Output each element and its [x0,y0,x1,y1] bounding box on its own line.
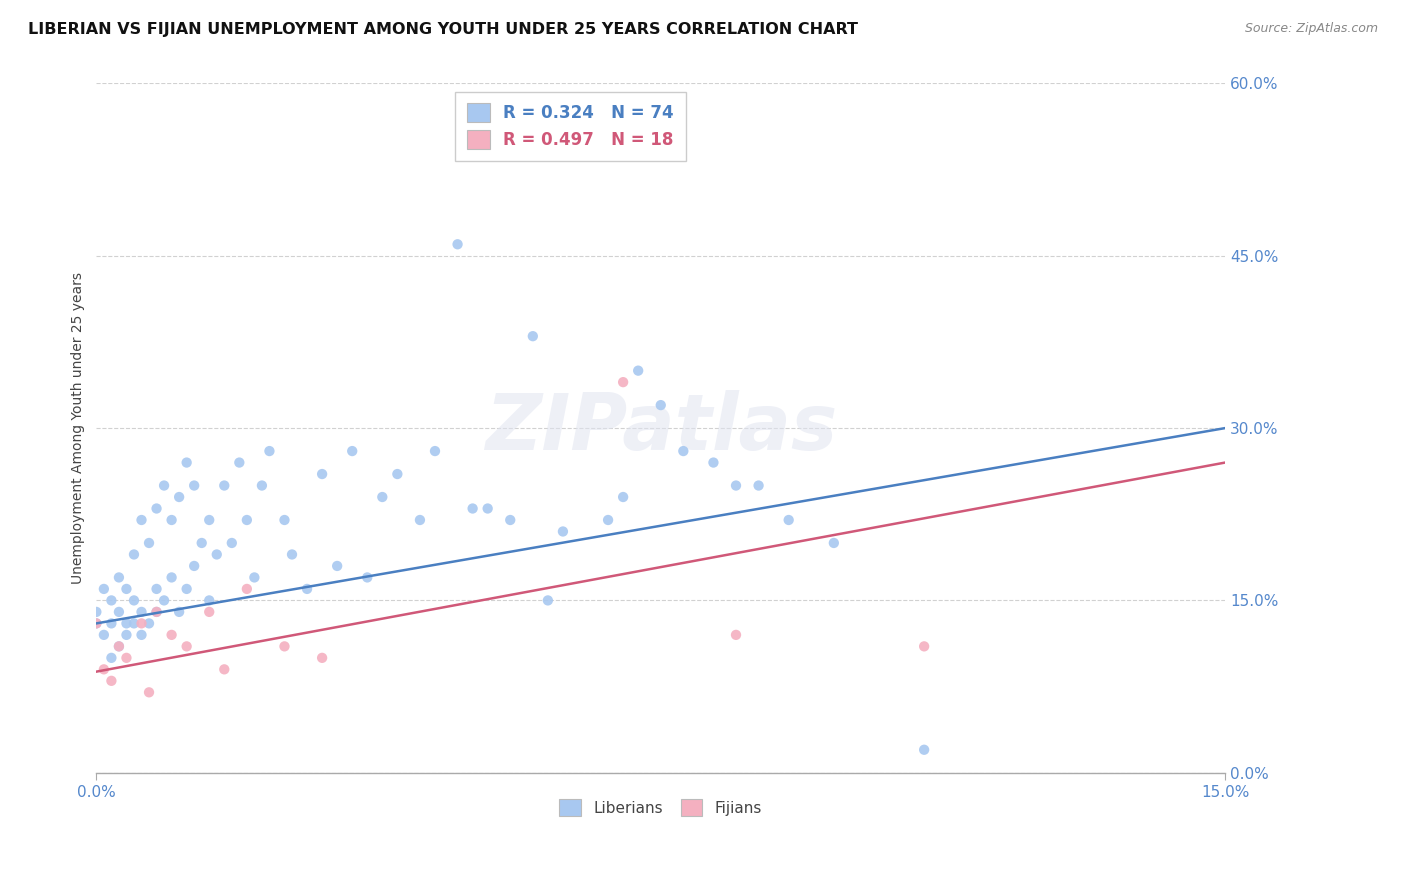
Point [176,582,198,596]
Point [176,456,198,470]
Point [145,501,167,516]
Point [912,640,935,654]
Point [409,513,432,527]
Point [86,616,108,631]
Point [160,570,183,584]
Point [423,444,446,458]
Point [115,582,138,596]
Point [153,593,176,607]
Point [122,616,145,631]
Point [100,616,122,631]
Point [93,628,115,642]
Point [356,570,378,584]
Point [115,616,138,631]
Point [281,548,304,562]
Point [131,616,153,631]
Point [724,478,747,492]
Point [131,605,153,619]
Point [214,478,236,492]
Point [596,513,619,527]
Text: LIBERIAN VS FIJIAN UNEMPLOYMENT AMONG YOUTH UNDER 25 YEARS CORRELATION CHART: LIBERIAN VS FIJIAN UNEMPLOYMENT AMONG YO… [28,22,858,37]
Point [672,444,695,458]
Point [108,640,131,654]
Point [145,605,167,619]
Point [214,662,236,676]
Point [160,513,183,527]
Point [342,444,364,458]
Point [138,616,160,631]
Point [122,593,145,607]
Point [461,501,484,516]
Point [205,548,228,562]
Y-axis label: Unemployment Among Youth under 25 years: Unemployment Among Youth under 25 years [72,272,86,584]
Point [724,628,747,642]
Point [912,743,935,757]
Point [650,398,672,412]
Point [100,651,122,665]
Point [612,375,634,389]
Point [115,628,138,642]
Point [537,593,560,607]
Point [93,582,115,596]
Point [190,536,212,550]
Point [86,605,108,619]
Point [138,536,160,550]
Point [228,456,250,470]
Point [145,605,167,619]
Point [823,536,845,550]
Point [236,513,259,527]
Point [477,501,499,516]
Point [198,605,221,619]
Point [702,456,724,470]
Point [100,673,122,688]
Point [176,640,198,654]
Point [160,628,183,642]
Point [122,548,145,562]
Point [145,582,167,596]
Point [326,558,349,573]
Text: ZIPatlas: ZIPatlas [485,390,837,467]
Point [311,651,333,665]
Point [259,444,281,458]
Point [86,616,108,631]
Point [221,536,243,550]
Text: Source: ZipAtlas.com: Source: ZipAtlas.com [1244,22,1378,36]
Legend: Liberians, Fijians: Liberians, Fijians [551,792,769,823]
Point [167,605,190,619]
Point [108,640,131,654]
Point [295,582,318,596]
Point [138,685,160,699]
Point [311,467,333,481]
Point [446,237,468,252]
Point [183,478,205,492]
Point [108,605,131,619]
Point [499,513,522,527]
Point [627,364,650,378]
Point [273,513,295,527]
Point [153,478,176,492]
Point [100,593,122,607]
Point [131,628,153,642]
Point [93,662,115,676]
Point [250,478,273,492]
Point [612,490,634,504]
Point [198,593,221,607]
Point [243,570,266,584]
Point [115,651,138,665]
Point [748,478,770,492]
Point [551,524,574,539]
Point [167,490,190,504]
Point [778,513,800,527]
Point [183,558,205,573]
Point [273,640,295,654]
Point [108,570,131,584]
Point [236,582,259,596]
Point [371,490,394,504]
Point [522,329,544,343]
Point [198,513,221,527]
Point [131,513,153,527]
Point [387,467,409,481]
